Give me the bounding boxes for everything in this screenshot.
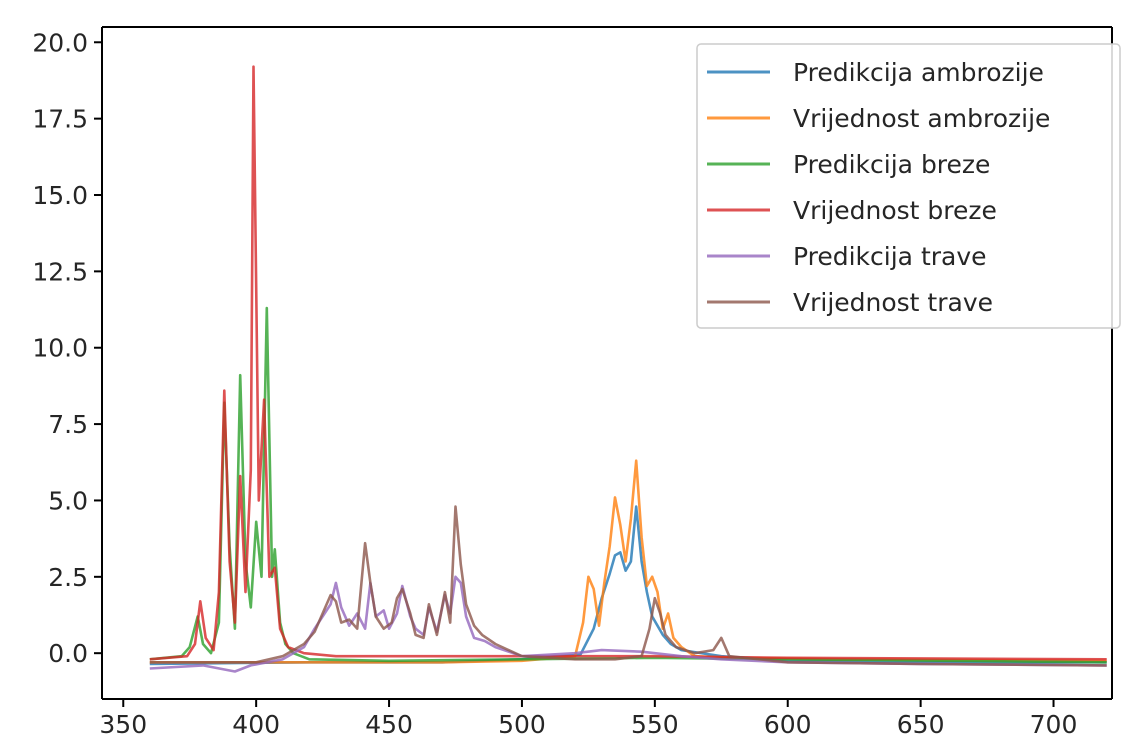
legend: Predikcija ambrozije Vrijednost ambrozije… bbox=[696, 43, 1121, 329]
legend-label: Vrijednost breze bbox=[793, 196, 997, 225]
legend-label: Predikcija breze bbox=[793, 150, 990, 179]
plot-area bbox=[149, 65, 1107, 673]
legend-label: Vrijednost ambrozije bbox=[793, 104, 1050, 133]
y-tick-label: 7.5 bbox=[48, 410, 88, 439]
x-tick-label: 350 bbox=[99, 710, 147, 739]
series-line-3 bbox=[149, 306, 1107, 664]
legend-label: Predikcija ambrozije bbox=[793, 58, 1044, 87]
y-tick-label: 2.5 bbox=[48, 563, 88, 592]
x-tick-label: 650 bbox=[897, 710, 945, 739]
y-tick-label: 20.0 bbox=[32, 28, 88, 57]
legend-box bbox=[696, 43, 1121, 329]
series-line-6 bbox=[149, 505, 1107, 667]
y-axis-ticks: 0.0 2.5 5.0 7.5 10.0 12.5 15.0 17.5 20.0 bbox=[32, 28, 102, 668]
x-tick-label: 700 bbox=[1030, 710, 1078, 739]
axes bbox=[101, 26, 1113, 700]
y-tick-label: 15.0 bbox=[32, 181, 88, 210]
x-tick-label: 450 bbox=[365, 710, 413, 739]
x-axis-ticks: 350 400 450 500 550 600 650 700 bbox=[99, 699, 1077, 739]
y-tick-label: 12.5 bbox=[32, 257, 88, 286]
y-tick-label: 5.0 bbox=[48, 486, 88, 515]
y-tick-label: 10.0 bbox=[32, 334, 88, 363]
x-tick-label: 400 bbox=[232, 710, 280, 739]
series-line-4 bbox=[149, 65, 1107, 661]
y-tick-label: 17.5 bbox=[32, 105, 88, 134]
x-tick-label: 600 bbox=[764, 710, 812, 739]
series-line-2 bbox=[149, 459, 1107, 664]
x-tick-label: 500 bbox=[498, 710, 546, 739]
y-tick-label: 0.0 bbox=[48, 639, 88, 668]
legend-label: Predikcija trave bbox=[793, 242, 987, 271]
legend-label: Vrijednost trave bbox=[793, 288, 993, 317]
x-tick-label: 550 bbox=[631, 710, 679, 739]
